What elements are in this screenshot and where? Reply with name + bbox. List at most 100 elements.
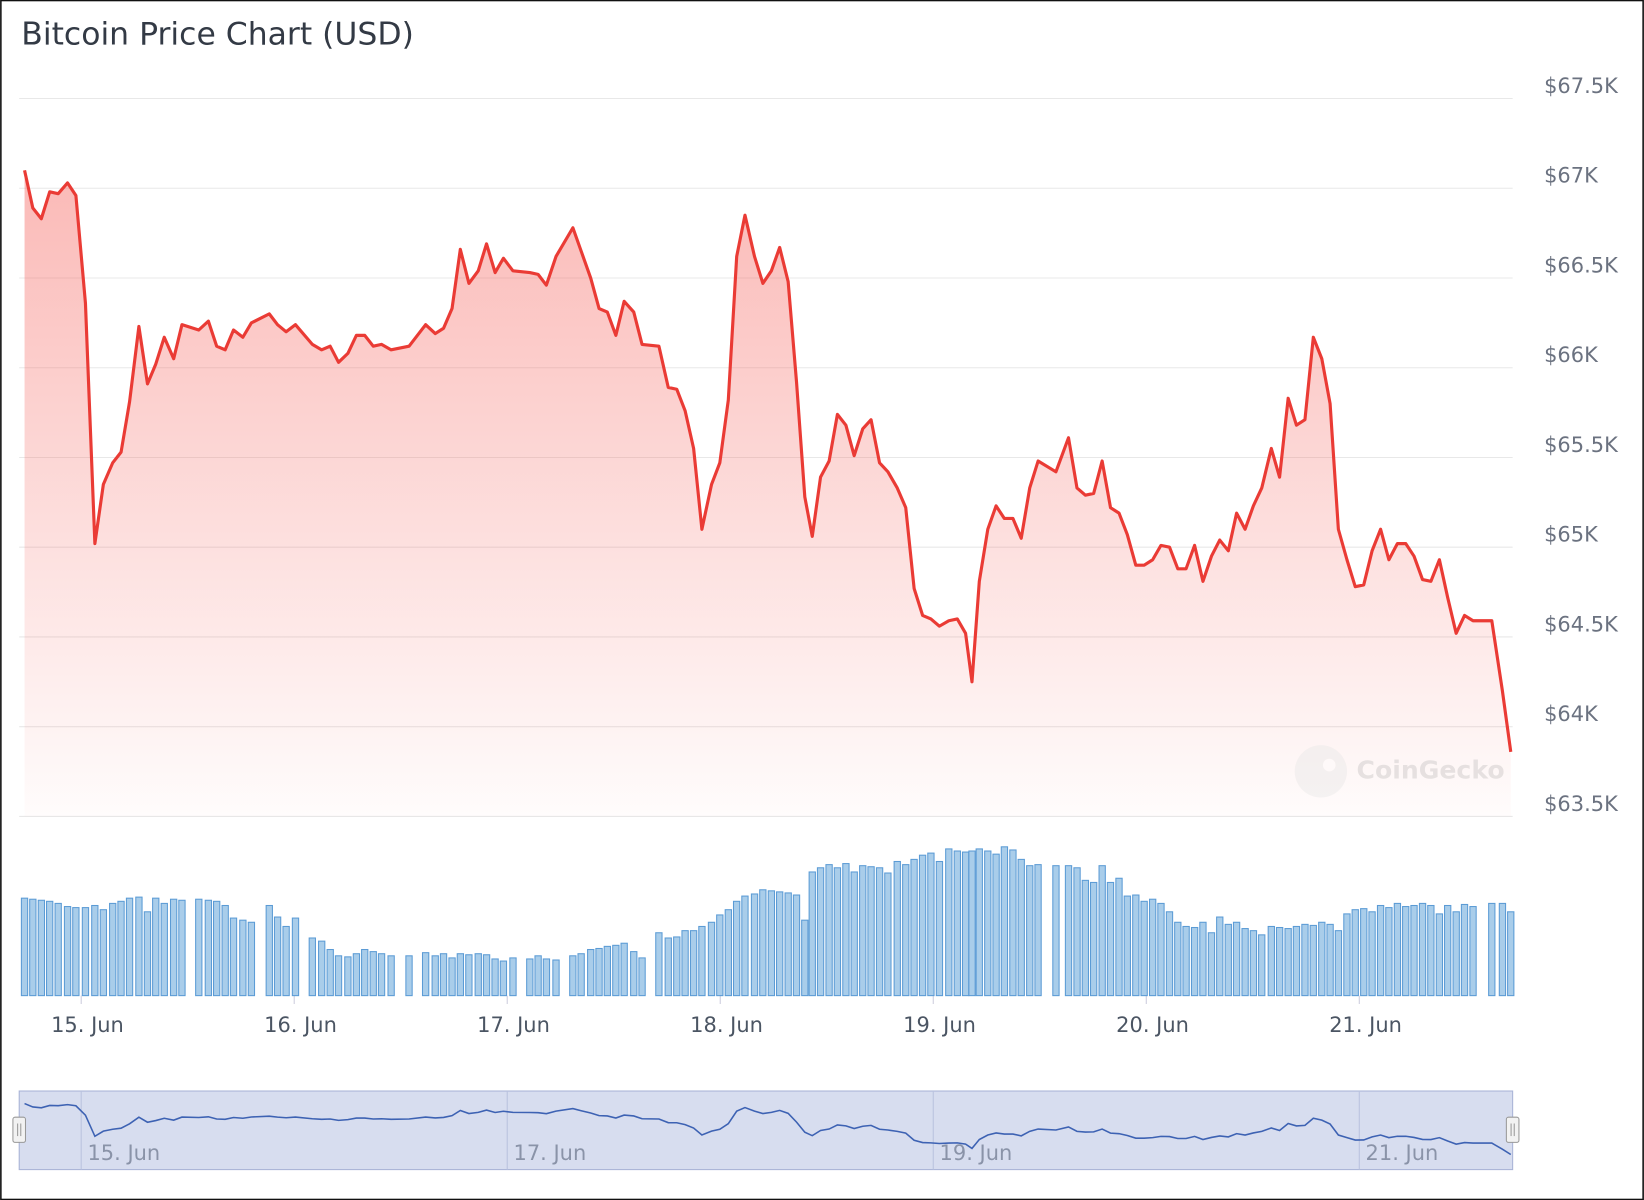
volume-bar xyxy=(689,930,698,997)
volume-bar xyxy=(534,955,542,997)
volume-bar xyxy=(91,904,99,997)
volume-bar xyxy=(1132,894,1140,997)
volume-bar xyxy=(1376,904,1385,997)
volume-bar xyxy=(716,914,724,997)
navigator-handle[interactable] xyxy=(1505,1116,1520,1143)
volume-bar xyxy=(1081,879,1090,997)
volume-bar xyxy=(577,953,585,997)
x-tick-label: 19. Jun xyxy=(903,1013,976,1037)
volume-bar xyxy=(291,917,300,997)
volume-bar xyxy=(1435,913,1444,997)
volume-bar xyxy=(109,902,117,997)
volume-bar xyxy=(135,896,143,997)
volume-bar xyxy=(850,871,858,997)
volume-bar xyxy=(984,850,992,997)
x-tick-label: 20. Jun xyxy=(1116,1013,1189,1037)
x-tick-label: 18. Jun xyxy=(690,1013,763,1037)
volume-bar xyxy=(456,953,465,997)
volume-bar xyxy=(431,955,439,997)
navigator-label: 15. Jun xyxy=(87,1141,160,1165)
volume-bar xyxy=(759,889,767,997)
volume-bar xyxy=(1444,904,1452,997)
volume-bar xyxy=(681,930,689,997)
volume-bar xyxy=(664,937,672,997)
volume-bar xyxy=(1507,911,1515,997)
y-tick-label: $64.5K xyxy=(1544,612,1619,636)
volume-bar xyxy=(1284,928,1292,997)
volume-bar xyxy=(72,907,80,997)
volume-bar xyxy=(1334,930,1343,997)
volume-bar xyxy=(707,921,716,997)
volume-bar xyxy=(482,954,491,997)
volume-bar xyxy=(1190,926,1199,997)
volume-bar xyxy=(265,904,273,997)
navigator-window[interactable] xyxy=(18,1090,1514,1171)
x-tick-label: 16. Jun xyxy=(264,1013,337,1037)
volume-bar xyxy=(20,897,29,997)
volume-bar xyxy=(99,909,108,997)
x-tick-label: 15. Jun xyxy=(51,1013,124,1037)
volume-bar xyxy=(776,891,784,997)
volume-bar xyxy=(767,890,776,997)
watermark-logo xyxy=(1294,745,1348,798)
volume-bar xyxy=(1174,921,1182,997)
volume-bar xyxy=(377,953,386,997)
volume-bar xyxy=(927,852,935,997)
y-tick-label: $63.5K xyxy=(1544,792,1619,816)
volume-bar xyxy=(1258,934,1266,997)
volume-bar xyxy=(125,897,134,997)
plot xyxy=(23,169,1513,817)
volume-bar xyxy=(1343,913,1351,997)
price-area xyxy=(24,170,1511,817)
volume-bar xyxy=(825,864,833,997)
volume-bar xyxy=(1098,865,1106,997)
volume-bar xyxy=(975,848,983,997)
volume-bar xyxy=(439,953,448,997)
y-tick-label: $67.5K xyxy=(1544,74,1619,98)
volume-bar xyxy=(612,944,620,997)
volume-bar xyxy=(918,854,927,997)
volume-bar xyxy=(405,955,413,997)
volume-bar xyxy=(992,853,1000,997)
volume-bar xyxy=(195,898,203,997)
volume-bar xyxy=(1034,864,1042,997)
navigator: 15. Jun 17. Jun 19. Jun 21. Jun xyxy=(12,1090,1520,1171)
volume-bar xyxy=(875,867,884,997)
volume-bar xyxy=(1140,900,1148,997)
volume-bar xyxy=(221,904,229,997)
volume-bar xyxy=(213,900,221,997)
volume-bar xyxy=(968,850,976,997)
volume-bar xyxy=(1460,903,1469,997)
volume-bar xyxy=(673,936,681,997)
volume-bar xyxy=(792,894,801,997)
volume-bar xyxy=(143,911,152,997)
volume-bar xyxy=(509,957,517,997)
volume-bar xyxy=(1452,911,1460,997)
navigator-handle[interactable] xyxy=(12,1116,27,1143)
volume-bar xyxy=(526,958,534,997)
volume-bar xyxy=(750,893,759,997)
volume-bar xyxy=(638,957,646,997)
volume-bar xyxy=(1241,928,1249,997)
volume-bar xyxy=(334,955,343,997)
volume-bar xyxy=(1275,926,1284,997)
volume-bar xyxy=(1232,921,1241,997)
volume-bar xyxy=(808,871,816,997)
volume-bar xyxy=(1368,911,1376,997)
x-tick-label: 21. Jun xyxy=(1329,1013,1402,1037)
volume-bar xyxy=(801,919,809,997)
volume-bar xyxy=(169,898,178,997)
volume-bar xyxy=(344,956,352,997)
volume-bar xyxy=(1469,906,1477,997)
volume-bar xyxy=(1267,925,1275,997)
y-tick-label: $67K xyxy=(1544,164,1599,188)
volume-bar xyxy=(1498,902,1507,997)
volume-bar xyxy=(542,958,551,997)
volume-bar xyxy=(1249,930,1258,997)
volume-bar xyxy=(247,921,256,997)
volume-bar xyxy=(833,867,842,997)
volume-bar xyxy=(499,960,508,997)
volume-bar xyxy=(1157,902,1165,997)
volume-bar xyxy=(945,848,953,997)
